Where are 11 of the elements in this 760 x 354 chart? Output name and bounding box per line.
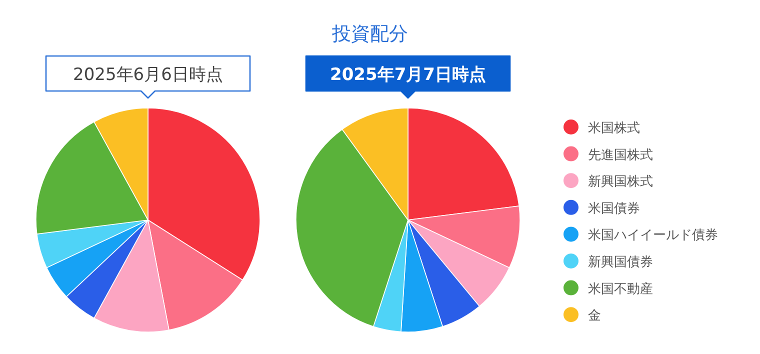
- legend-label: 先進国株式: [588, 148, 653, 163]
- legend-label: 新興国株式: [588, 174, 653, 190]
- slice-label: 2025年6月6日時点: [73, 65, 223, 85]
- legend-label: 米国ハイイールド債券: [588, 228, 718, 244]
- legend-label: 米国債券: [588, 201, 640, 216]
- chart-title: 投資配分: [331, 23, 408, 45]
- legend-label: 新興国債券: [588, 255, 653, 270]
- legend-label: 米国株式: [588, 121, 640, 136]
- legend-label: 金: [588, 308, 601, 324]
- legend-label: 米国不動産: [588, 280, 653, 297]
- slice-label: 2025年7月7日時点: [330, 65, 486, 85]
